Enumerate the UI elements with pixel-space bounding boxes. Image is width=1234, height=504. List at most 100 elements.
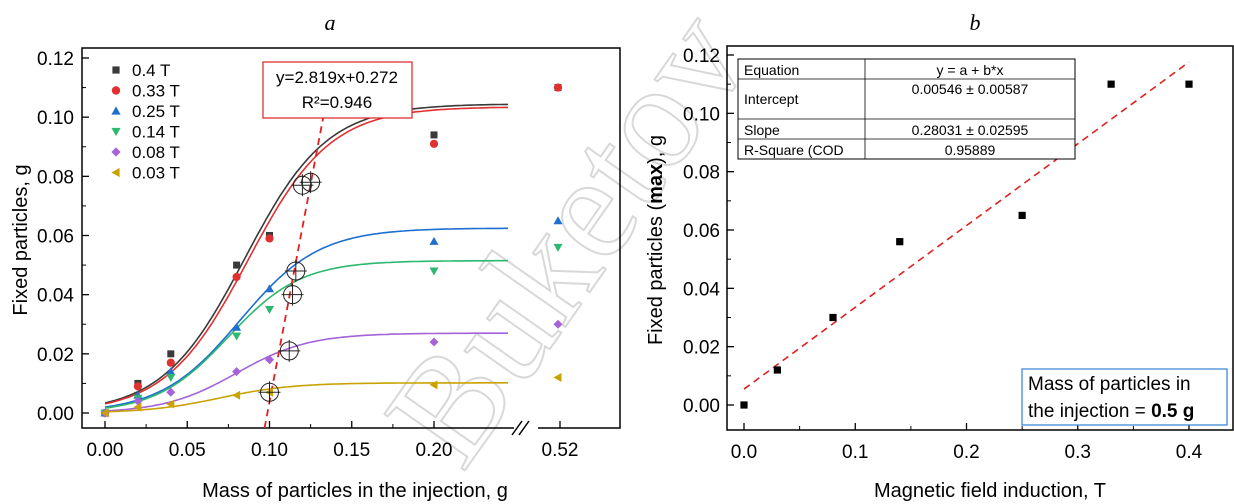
y-title-part-1: Fixed particles (	[645, 204, 667, 345]
data-point	[740, 401, 748, 409]
data-point	[429, 337, 439, 347]
x-tick-label: 0.2	[953, 442, 979, 463]
y-title-part-3: ), g	[645, 135, 667, 164]
data-point	[166, 387, 176, 397]
x-tick-label: 0.20	[416, 440, 453, 461]
regression-r2-label: R²=0.946	[302, 93, 372, 112]
panel-a-data-points	[100, 83, 563, 418]
y-tick-label: 0.10	[37, 108, 74, 129]
y-title-part-2: max	[645, 164, 667, 204]
legend-marker	[111, 106, 121, 115]
stats-label-intercept: Intercept	[744, 91, 799, 107]
note-line-1: Mass of particles in	[1028, 374, 1191, 395]
legend-marker	[112, 66, 120, 74]
data-point	[133, 382, 142, 391]
legend-label: 0.03 T	[132, 164, 180, 183]
legend-label: 0.33 T	[132, 82, 180, 101]
stats-value-equation: y = a + b*x	[937, 62, 1004, 78]
y-tick-label: 0.04	[683, 279, 720, 300]
legend-label: 0.4 T	[132, 61, 170, 80]
data-point	[553, 216, 563, 225]
data-point	[232, 367, 242, 377]
legend-marker	[111, 147, 121, 157]
y-tick-label: 0.10	[683, 104, 720, 125]
legend-marker	[111, 127, 121, 137]
regression-line	[263, 61, 335, 429]
watermark-text: Buketov	[353, 0, 781, 493]
y-tick-label: 0.06	[683, 221, 720, 242]
y-tick-label: 0.08	[37, 167, 74, 188]
x-tick-label: 0.05	[169, 440, 206, 461]
panel-b-y-axis-title: Fixed particles (max), g	[645, 135, 667, 345]
linear-fit-line	[743, 61, 1190, 390]
x-tick-label: 0.00	[87, 440, 124, 461]
stats-value-slope: 0.28031 ± 0.02595	[912, 122, 1029, 138]
data-point	[1185, 80, 1193, 88]
panel-a-regression	[263, 61, 335, 429]
data-point	[100, 408, 109, 418]
panel-a-axis-ticks: 0.00 0.05 0.10 0.15 0.20 0.52 0.00 0.02 0.04 0.06…	[37, 49, 578, 461]
panel-b-axis-ticks: 0.0 0.1 0.2 0.3 0.4 0.00 0.02 0.04 0.06 0.08 0.10 0…	[683, 46, 1203, 463]
data-point	[430, 131, 438, 139]
data-point	[429, 380, 438, 390]
data-point	[553, 319, 563, 329]
stats-label-slope: Slope	[744, 122, 780, 138]
legend-label: 0.08 T	[132, 143, 180, 162]
panel-a-annotation-box: y=2.819x+0.272 R²=0.946	[262, 61, 413, 119]
stats-label-rsquare: R-Square (COD	[744, 142, 844, 158]
panel-a-y-axis-title: Fixed particles, g	[10, 164, 32, 315]
x-tick-label: 0.10	[251, 440, 288, 461]
data-point	[133, 402, 142, 412]
x-tick-label: 0.0	[731, 442, 757, 463]
panel-b: b 0.0 0.1 0.2 0.3 0.4 0.00 0.02 0.04 0.06 0.08 0.1…	[645, 10, 1234, 502]
data-point	[553, 83, 563, 92]
data-point	[429, 139, 439, 148]
y-tick-label: 0.00	[37, 404, 74, 425]
panel-a-axis-break	[511, 420, 538, 436]
panel-a-plot-frame	[81, 47, 621, 429]
y-tick-label: 0.06	[37, 227, 74, 248]
stats-table: Equation y = a + b*x Intercept 0.00546 ±…	[737, 58, 1076, 160]
stats-value-intercept: 0.00546 ± 0.00587	[912, 81, 1029, 97]
legend-label: 0.14 T	[132, 123, 180, 142]
data-point	[166, 399, 175, 409]
y-tick-label: 0.12	[37, 49, 74, 70]
y-tick-label: 0.00	[683, 396, 720, 417]
data-point	[553, 373, 562, 382]
panel-a-legend: 0.4 T 0.33 T0.25 T 0.14 T0.08 T 0.03 T	[111, 61, 180, 183]
data-point	[1018, 211, 1026, 220]
x-tick-label: 0.1	[842, 442, 868, 463]
panel-a: a 0.00 0.05 0.10 0.15 0.20 0.520.000.020.040.…	[10, 10, 621, 502]
note-line-2: the injection = 0.5 g	[1028, 401, 1194, 422]
data-point	[553, 243, 563, 252]
data-point	[232, 390, 241, 400]
data-point	[429, 236, 439, 245]
x-tick-label: 0.3	[1065, 442, 1091, 463]
data-point	[232, 272, 241, 282]
panel-b-data-points	[740, 80, 1193, 409]
y-tick-label: 0.12	[683, 46, 720, 67]
fit-curve	[104, 103, 508, 404]
fit-curve	[104, 259, 508, 409]
data-point	[265, 234, 274, 243]
legend-marker	[111, 86, 121, 95]
injection-note-box: Mass of particles in the injection = 0.5…	[1021, 368, 1228, 426]
data-point	[167, 350, 175, 358]
fit-curve	[104, 227, 508, 408]
data-point	[265, 355, 274, 365]
data-point	[166, 367, 176, 376]
y-tick-label: 0.02	[37, 345, 74, 366]
y-tick-label: 0.08	[683, 163, 720, 184]
data-point	[773, 366, 781, 374]
x-tick-label: 0.15	[333, 440, 370, 461]
data-point	[233, 261, 241, 269]
x-tick-label: 0.52	[542, 440, 579, 461]
legend-marker	[111, 167, 120, 178]
data-point	[232, 332, 242, 341]
panel-b-label: b	[970, 10, 981, 35]
data-point	[896, 238, 904, 246]
note-line-2-prefix: the injection =	[1028, 401, 1151, 422]
data-point	[429, 267, 439, 276]
panel-a-label: a	[325, 10, 336, 35]
